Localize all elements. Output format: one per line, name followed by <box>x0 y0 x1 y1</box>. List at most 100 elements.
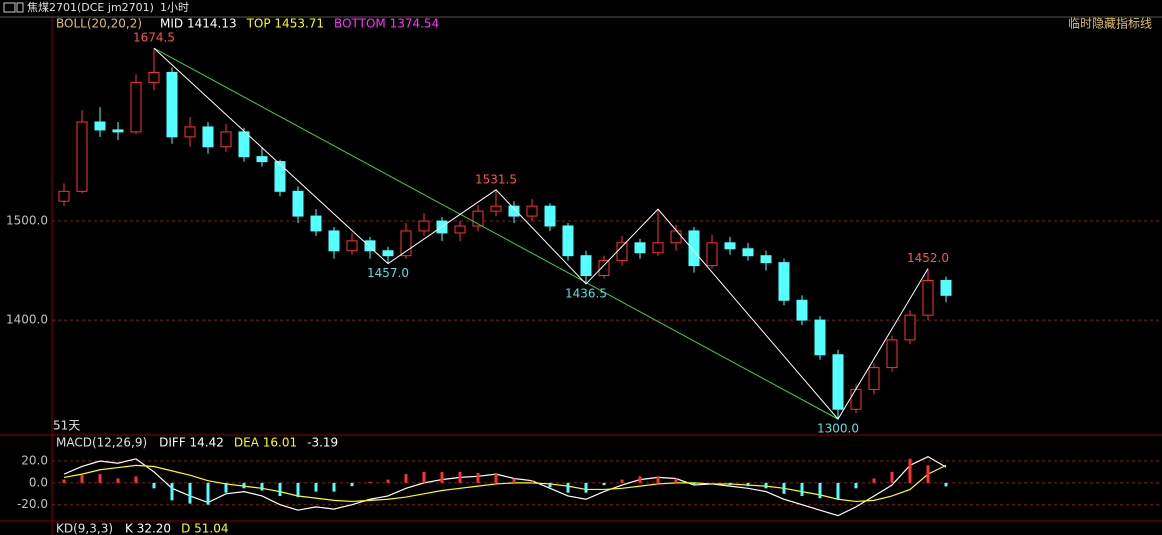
candle-body <box>850 388 862 410</box>
candle-body <box>76 121 88 192</box>
menu-icon[interactable] <box>3 2 16 13</box>
macd-bar <box>134 476 138 483</box>
candle-body <box>472 210 484 227</box>
macd-bar <box>170 482 174 501</box>
macd-bar <box>620 479 624 483</box>
candle-body <box>652 242 664 254</box>
candle-body <box>238 131 250 158</box>
pivot-label: 1300.0 <box>817 422 859 436</box>
hide-indicator-button[interactable]: 临时隐藏指标线 <box>1068 16 1152 31</box>
macd-bar <box>224 482 228 493</box>
macd-bar <box>314 482 318 492</box>
candle-body <box>256 156 268 163</box>
candle-body <box>760 255 772 264</box>
candle-body <box>742 248 754 257</box>
candle-body <box>58 190 70 202</box>
candle-body <box>148 71 160 83</box>
y-tick-label: 1400.0 <box>6 313 48 327</box>
macd-bar <box>440 471 444 483</box>
candle-body <box>526 205 538 217</box>
macd-bar <box>602 482 606 486</box>
candle-body <box>310 215 322 232</box>
period[interactable]: 1小时 <box>160 1 189 14</box>
candle-body <box>940 279 952 296</box>
macd-bar <box>656 476 660 483</box>
candle-body <box>382 250 394 257</box>
indicator-name: BOLL(20,20,2) <box>56 17 142 31</box>
candle-body <box>490 205 502 212</box>
legend-item: D 51.04 <box>181 522 228 535</box>
candle-body <box>418 220 430 232</box>
candle-body <box>454 225 466 234</box>
candle-body <box>814 319 826 356</box>
macd-bar <box>584 482 588 493</box>
macd-bar <box>386 479 390 483</box>
macd-bar <box>530 480 534 483</box>
candle-body <box>292 190 304 217</box>
menu-icon[interactable] <box>16 2 24 13</box>
legend-item: K 32.20 <box>125 522 171 535</box>
candle-body <box>94 121 106 131</box>
candle-body <box>400 230 412 257</box>
pivot-label: 1674.5 <box>133 31 175 45</box>
legend-item: DIFF 14.42 <box>159 436 224 450</box>
y-tick-label: 0.0 <box>29 475 48 489</box>
candle-body <box>346 240 358 252</box>
candle-body <box>130 81 142 133</box>
candle-body <box>904 314 916 341</box>
macd-bar <box>512 478 516 483</box>
candle-body <box>364 240 376 252</box>
candle-body <box>868 367 880 390</box>
macd-bar <box>494 473 498 483</box>
candle-body <box>184 126 196 138</box>
macd-bar <box>548 482 552 488</box>
candle-body <box>508 205 520 217</box>
zigzag-line <box>153 47 929 420</box>
macd-bar <box>638 476 642 483</box>
legend-item: DEA 16.01 <box>234 436 297 450</box>
macd-bar <box>152 482 156 489</box>
indicator-name: MACD(12,26,9) <box>56 436 147 450</box>
macd-bar <box>836 482 840 500</box>
macd-bar <box>422 471 426 483</box>
macd-bar <box>260 482 264 491</box>
y-tick-label: 1500.0 <box>6 214 48 228</box>
macd-bar <box>98 474 102 483</box>
indicator-name: KD(9,3,3) <box>56 522 113 535</box>
macd-bar <box>944 482 948 487</box>
macd-bar <box>476 473 480 483</box>
macd-bar <box>188 482 192 504</box>
pivot-label: 1436.5 <box>565 286 607 300</box>
macd-bar <box>206 482 210 505</box>
candle-body <box>706 242 718 267</box>
macd-bar <box>908 458 912 483</box>
legend-item: -3.19 <box>307 436 338 450</box>
candle-body <box>220 131 232 148</box>
pivot-label: 1452.0 <box>907 251 949 265</box>
legend-item: BOTTOM 1374.54 <box>334 17 439 31</box>
macd-bar <box>692 482 696 486</box>
macd-bar <box>62 479 66 483</box>
macd-bar <box>458 471 462 483</box>
candle-body <box>274 161 286 192</box>
candle-body <box>688 230 700 267</box>
pivot-label: 1531.5 <box>475 172 517 186</box>
legend-item: TOP 1453.71 <box>246 17 324 31</box>
instrument-title: 焦煤2701(DCE jm2701) <box>27 1 154 14</box>
macd-bar <box>350 482 354 487</box>
candle-body <box>544 205 556 227</box>
legend-item: MID 1414.13 <box>160 17 237 31</box>
macd-bar <box>674 478 678 483</box>
candle-body <box>112 129 124 133</box>
macd-bar <box>764 482 768 489</box>
macd-bar <box>890 471 894 483</box>
candle-body <box>886 339 898 369</box>
trend-line <box>153 47 839 420</box>
candle-body <box>166 71 178 138</box>
macd-bar <box>368 481 372 483</box>
macd-bar <box>332 482 336 492</box>
macd-bar <box>926 465 930 483</box>
macd-bar <box>854 482 858 489</box>
candle-body <box>832 354 844 410</box>
